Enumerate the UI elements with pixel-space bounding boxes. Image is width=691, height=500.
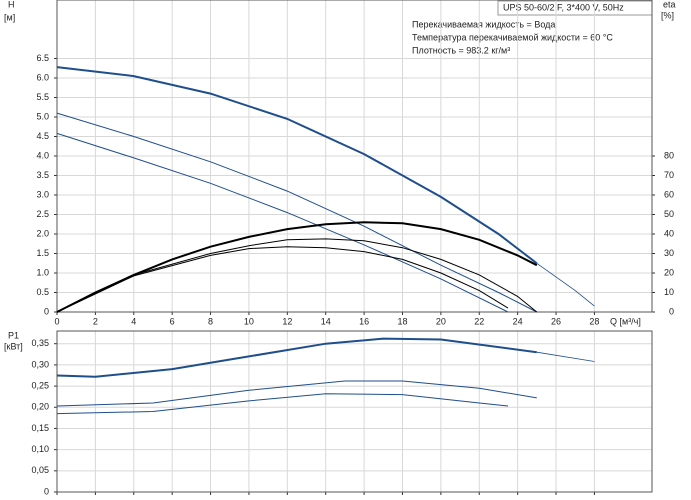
curve	[56, 112, 538, 313]
x-tick-label: 12	[282, 316, 292, 326]
y-axis-unit: [кВт]	[4, 341, 23, 351]
curve	[56, 238, 538, 313]
y2-tick-label: 70	[664, 170, 674, 180]
curve	[56, 66, 538, 265]
curve	[56, 221, 538, 313]
y-tick-label: 3.0	[36, 189, 49, 199]
y-tick-label: 2.5	[36, 209, 49, 219]
y-tick-label: 0,20	[31, 402, 49, 412]
plot-frame	[56, 330, 653, 493]
curve	[536, 351, 595, 362]
annotation: Перекачиваемая жидкость = Вода	[412, 19, 555, 29]
y-tick-label: 0,10	[31, 444, 49, 454]
y-tick-label: 0,30	[31, 359, 49, 369]
curve	[56, 393, 509, 415]
x-tick-label: 20	[436, 316, 446, 326]
y-tick-label: 4.0	[36, 150, 49, 160]
y-tick-label: 3.5	[36, 170, 49, 180]
y2-axis-label: eta	[663, 0, 676, 9]
curve	[56, 337, 537, 378]
y-tick-label: 6.5	[36, 53, 49, 63]
y-tick-label: 0.5	[36, 287, 49, 297]
curve	[56, 246, 509, 313]
y-tick-label: 0	[44, 486, 49, 496]
y-tick-label: 4.5	[36, 131, 49, 141]
y-tick-label: 5.0	[36, 111, 49, 121]
y2-tick-label: 10	[664, 287, 674, 297]
y-tick-label: 5.5	[36, 92, 49, 102]
x-tick-label: 24	[513, 316, 523, 326]
y-tick-label: 0,35	[31, 338, 49, 348]
x-tick-label: 8	[208, 316, 213, 326]
y2-tick-label: 50	[664, 209, 674, 219]
annotation: Плотность = 983.2 кг/м³	[412, 45, 510, 55]
x-tick-label: 6	[170, 316, 175, 326]
y-tick-label: 1.5	[36, 248, 49, 258]
y2-tick-label: 0	[669, 306, 674, 316]
y-tick-label: 1.0	[36, 267, 49, 277]
y2-tick-label: 80	[664, 150, 674, 160]
x-tick-label: 14	[321, 316, 331, 326]
y2-tick-label: 40	[664, 228, 674, 238]
x-tick-label: 18	[397, 316, 407, 326]
x-tick-label: 2	[93, 316, 98, 326]
x-tick-label: 28	[589, 316, 599, 326]
y-tick-label: 0,15	[31, 423, 49, 433]
curve	[56, 380, 537, 407]
y2-tick-label: 20	[664, 267, 674, 277]
y-tick-label: 0	[44, 306, 49, 316]
y-tick-label: 0,25	[31, 380, 49, 390]
x-tick-label: 26	[551, 316, 561, 326]
y-tick-label: 2.0	[36, 228, 49, 238]
y-tick-label: 0,05	[31, 465, 49, 475]
y2-tick-label: 30	[664, 248, 674, 258]
y2-axis-unit: [%]	[661, 10, 674, 20]
y-axis-unit: [м]	[4, 12, 15, 22]
y2-tick-label: 60	[664, 189, 674, 199]
chart-title: UPS 50-60/2 F, 3*400 V, 50Hz	[503, 2, 624, 12]
curve	[536, 262, 595, 307]
x-axis-label: Q [м³/ч]	[610, 316, 641, 326]
x-tick-label: 0	[54, 316, 59, 326]
y-tick-label: 6.0	[36, 72, 49, 82]
x-tick-label: 22	[474, 316, 484, 326]
x-tick-label: 10	[244, 316, 254, 326]
annotation: Температура перекачиваемой жидкости = 60…	[412, 32, 613, 42]
y-axis-label: H	[8, 0, 15, 9]
curve	[56, 132, 509, 313]
y-axis-label: P1	[8, 330, 19, 340]
x-tick-label: 16	[359, 316, 369, 326]
x-tick-label: 4	[131, 316, 136, 326]
plot-frame	[56, 0, 653, 313]
